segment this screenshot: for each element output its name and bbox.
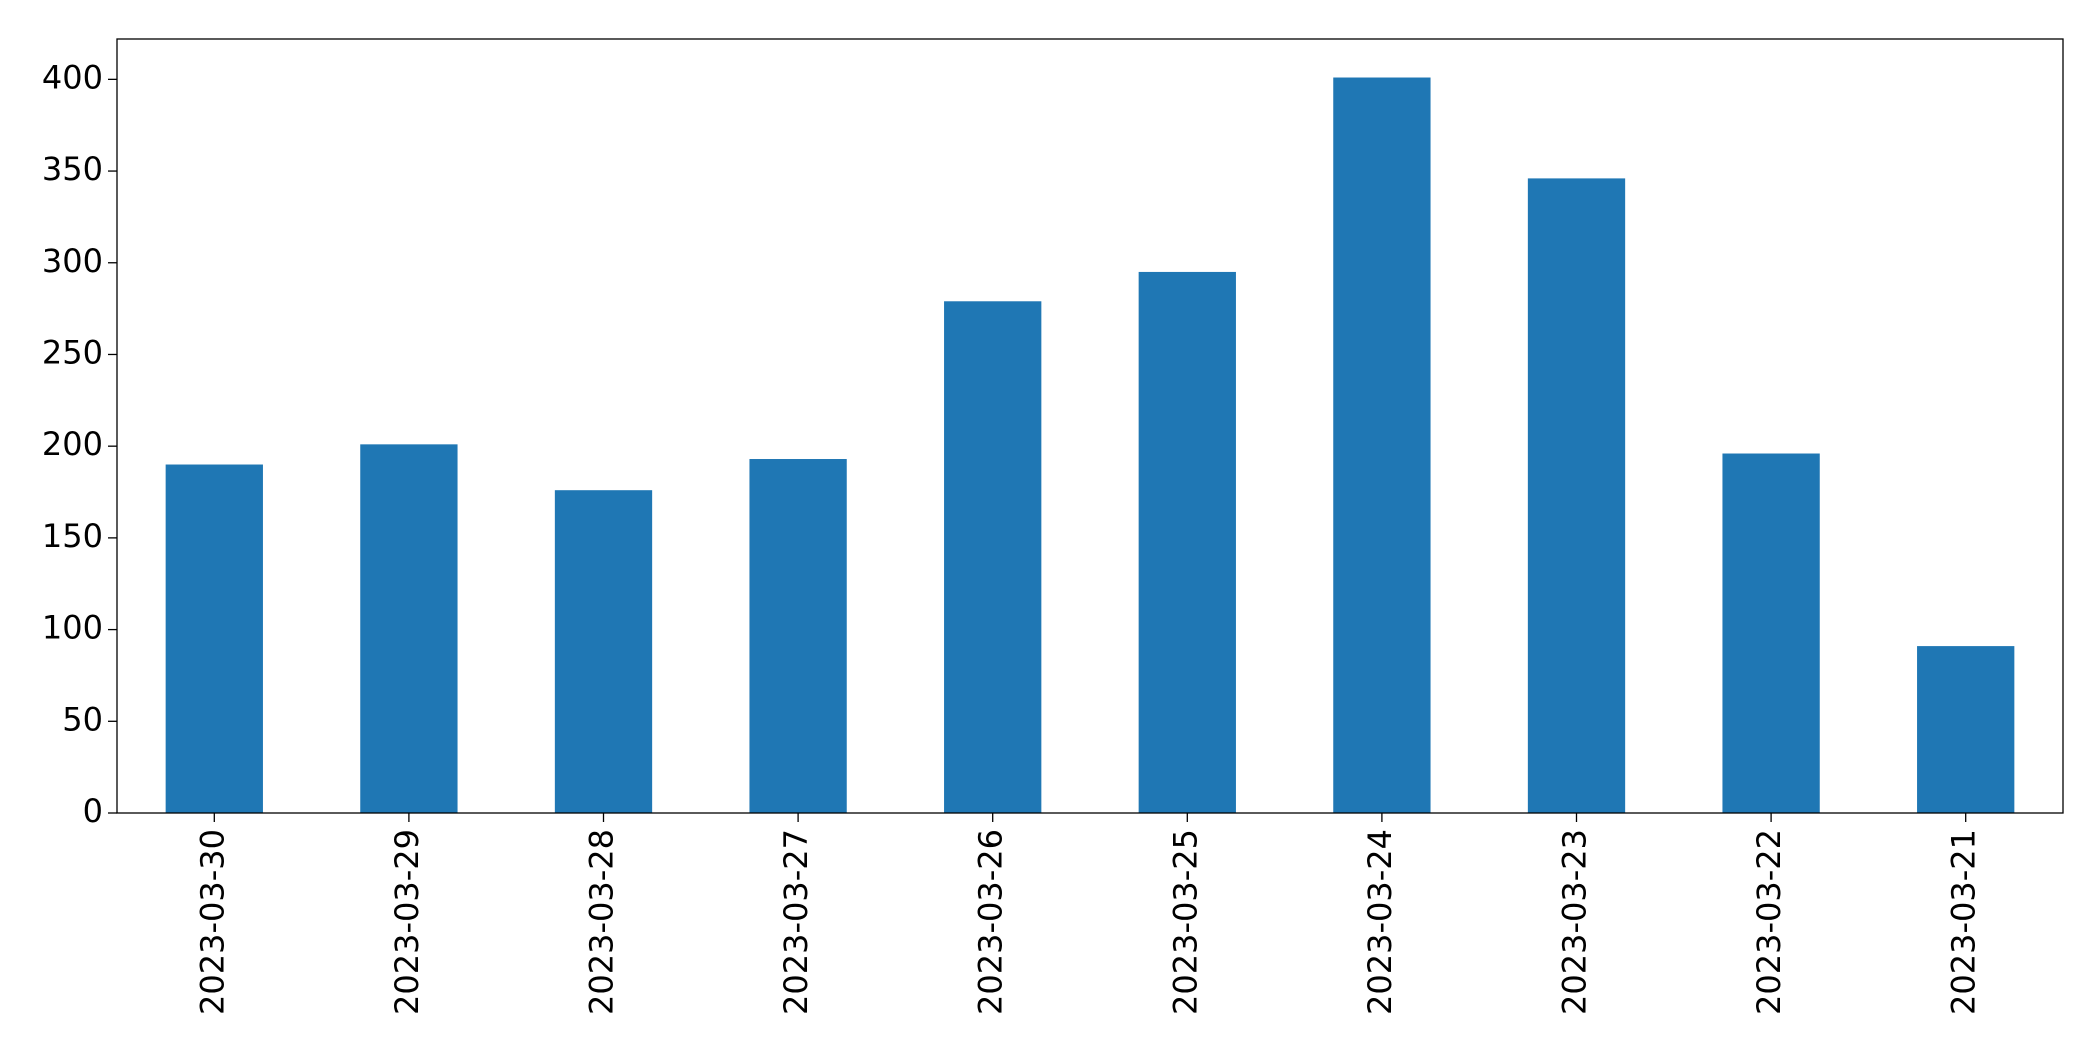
plot-frame	[116, 38, 2064, 814]
bar	[1917, 646, 2015, 813]
bar	[749, 459, 847, 813]
bar	[944, 301, 1042, 813]
bar	[1527, 178, 1626, 813]
y-tick-label: 150	[42, 517, 103, 555]
x-tick-label: 2023-03-28	[583, 829, 621, 1015]
y-tick-label: 400	[42, 58, 103, 96]
y-tick-label: 0	[83, 792, 103, 830]
bar	[1138, 271, 1236, 813]
x-tick-label: 2023-03-22	[1750, 829, 1788, 1015]
bar	[165, 464, 263, 813]
y-tick-label: 200	[42, 425, 103, 463]
bar	[554, 490, 653, 813]
y-tick-label: 100	[42, 609, 103, 647]
x-tick-label: 2023-03-27	[777, 829, 815, 1015]
x-tick-label: 2023-03-30	[193, 829, 231, 1015]
y-tick-label: 250	[42, 333, 103, 371]
bar	[360, 444, 458, 813]
bar	[1722, 453, 1820, 813]
x-tick-label: 2023-03-26	[972, 829, 1010, 1015]
x-tick-label: 2023-03-21	[1945, 829, 1983, 1015]
bar	[1333, 77, 1431, 813]
x-tick-label: 2023-03-24	[1361, 829, 1399, 1015]
x-tick-label: 2023-03-29	[388, 829, 426, 1015]
x-tick-label: 2023-03-25	[1166, 829, 1204, 1015]
x-tick-label: 2023-03-23	[1556, 829, 1594, 1015]
y-tick-label: 350	[42, 150, 103, 188]
y-tick-label: 50	[62, 700, 103, 738]
y-tick-label: 300	[42, 242, 103, 280]
